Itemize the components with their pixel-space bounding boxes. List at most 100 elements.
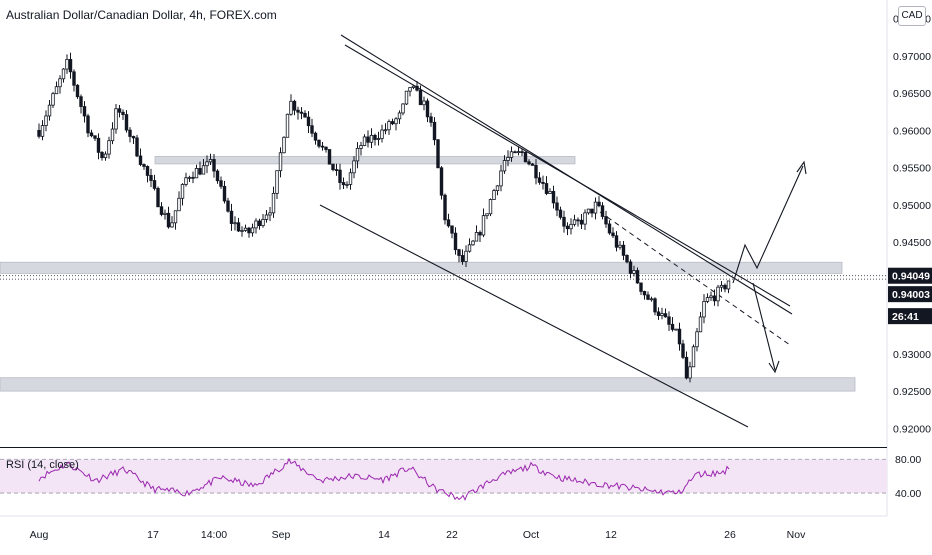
candle-body (593, 201, 598, 214)
candle-body (432, 121, 437, 141)
projection-up-arrowhead (796, 160, 807, 175)
candle-101 (390, 118, 395, 126)
candle-55 (229, 203, 234, 231)
candle-16 (93, 135, 97, 142)
candle-66 (268, 207, 272, 222)
candle-110 (422, 96, 426, 111)
candle-0 (37, 123, 41, 139)
candle-116 (443, 193, 447, 225)
candle-108 (415, 80, 419, 92)
candle-177 (656, 307, 661, 320)
candle-78 (310, 118, 314, 138)
price-tag-lower-bg (888, 286, 932, 303)
candle-159 (593, 197, 598, 220)
candle-body (198, 168, 202, 175)
candle-107 (411, 84, 416, 90)
candle-body (674, 328, 678, 331)
candle-body (446, 219, 451, 227)
candle-48 (205, 155, 209, 174)
candle-170 (632, 265, 636, 277)
candle-body (142, 164, 146, 167)
candle-32 (149, 168, 153, 188)
candle-body (513, 151, 517, 154)
candle-64 (261, 214, 265, 228)
candle-body (583, 212, 587, 225)
x-tick-label: 22 (446, 529, 458, 541)
candle-109 (418, 85, 423, 106)
candle-132 (499, 164, 503, 192)
channel-upper-line-2 (344, 44, 791, 307)
candle-138 (520, 148, 524, 156)
candle-body (502, 160, 507, 172)
candle-59 (243, 224, 248, 232)
candle-33 (152, 174, 157, 191)
candle-body (254, 220, 258, 229)
candle-body (425, 100, 430, 118)
y-tick-label: 0.96000 (893, 125, 931, 137)
candle-body (418, 89, 423, 106)
candle-37 (166, 206, 171, 229)
candle-body (327, 149, 332, 165)
candle-body (541, 181, 545, 184)
candle-5 (54, 81, 59, 95)
candle-body (173, 210, 178, 224)
candle-body (170, 222, 174, 228)
candle-118 (450, 225, 454, 239)
candle-14 (86, 113, 90, 138)
candle-28 (135, 134, 139, 158)
candle-body (268, 212, 272, 216)
candle-body (390, 121, 395, 125)
candle-187 (691, 344, 696, 368)
candle-191 (705, 293, 710, 304)
candle-129 (488, 198, 493, 217)
candle-44 (191, 171, 195, 184)
candle-body (453, 232, 458, 251)
candle-body (488, 199, 493, 215)
candle-3 (47, 100, 52, 121)
candle-body (677, 328, 682, 345)
candle-143 (537, 172, 542, 185)
candle-76 (303, 110, 307, 118)
candle-body (229, 210, 234, 224)
candle-86 (338, 163, 342, 190)
candle-23 (117, 104, 122, 118)
candle-134 (506, 150, 510, 167)
currency-button[interactable]: CAD (898, 6, 926, 26)
candle-50 (212, 154, 216, 178)
candle-94 (366, 130, 370, 148)
candle-body (159, 206, 164, 215)
candle-body (65, 59, 69, 70)
candle-195 (719, 281, 724, 292)
candle-179 (663, 308, 668, 318)
candle-body (282, 136, 286, 154)
candle-body (670, 323, 675, 330)
candle-body (156, 187, 160, 208)
candle-body (691, 346, 696, 368)
candle-175 (649, 296, 654, 302)
candle-body (306, 116, 311, 127)
y-tick-label: 0.93000 (893, 349, 931, 361)
candle-10 (72, 69, 76, 92)
candle-body (317, 139, 321, 147)
candle-34 (156, 186, 160, 208)
candle-body (481, 215, 486, 236)
price-tag-lower-text: 0.94003 (892, 289, 930, 301)
candle-body (635, 270, 640, 284)
candle-123 (467, 238, 472, 253)
candle-42 (184, 172, 188, 187)
candle-body (89, 132, 94, 137)
candle-body (61, 68, 66, 80)
candle-body (68, 59, 73, 73)
candle-51 (215, 169, 220, 184)
candle-18 (100, 151, 104, 161)
projection-down-path (752, 282, 776, 371)
candle-46 (198, 161, 202, 176)
candle-61 (250, 223, 255, 237)
candle-body (562, 216, 566, 227)
candle-body (443, 194, 447, 221)
candle-19 (103, 151, 108, 161)
candle-body (261, 219, 265, 227)
candle-body (313, 132, 318, 141)
